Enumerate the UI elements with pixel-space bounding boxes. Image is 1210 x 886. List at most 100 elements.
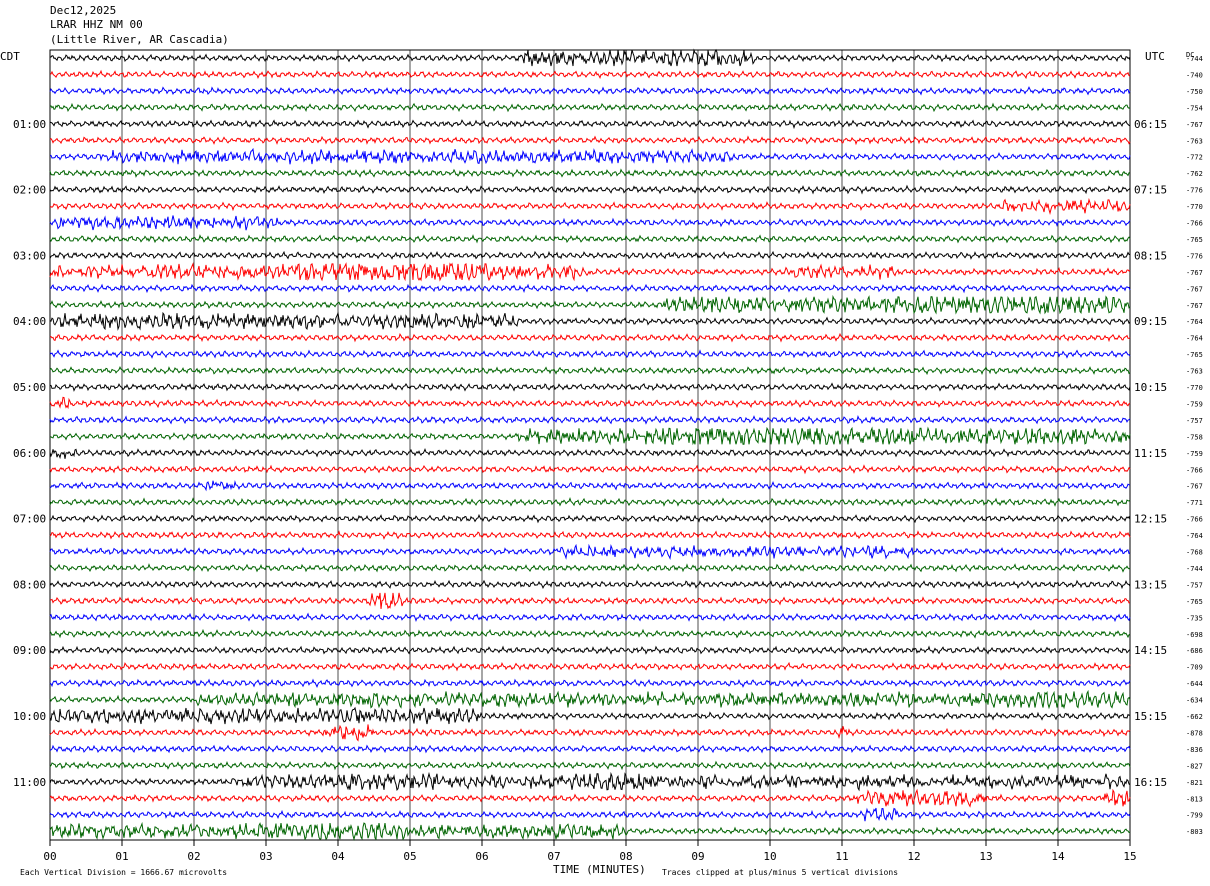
utc-hour-label: 06:15 bbox=[1134, 118, 1167, 131]
trace-line bbox=[49, 612, 1131, 623]
utc-hour-label: 07:15 bbox=[1134, 184, 1167, 197]
dc-offset-label: -686 bbox=[1186, 647, 1203, 655]
x-tick-label: 11 bbox=[835, 850, 848, 863]
trace-line bbox=[49, 48, 1131, 67]
x-tick-label: 15 bbox=[1123, 850, 1136, 863]
dc-offset-label: -878 bbox=[1186, 729, 1203, 737]
dc-offset-label: -770 bbox=[1186, 384, 1203, 392]
dc-offset-label: -759 bbox=[1186, 400, 1203, 408]
dc-offset-label: -759 bbox=[1186, 450, 1203, 458]
trace-line bbox=[49, 513, 1131, 524]
cdt-hour-label: 09:00 bbox=[13, 644, 46, 657]
dc-offset-label: -772 bbox=[1186, 154, 1203, 162]
dc-offset-label: -698 bbox=[1186, 631, 1203, 639]
trace-line bbox=[49, 496, 1131, 507]
x-tick-label: 08 bbox=[619, 850, 632, 863]
trace-line bbox=[49, 771, 1131, 792]
dc-offset-label: -768 bbox=[1186, 549, 1203, 557]
x-tick-label: 01 bbox=[115, 850, 128, 863]
dc-offset-label: -762 bbox=[1186, 170, 1203, 178]
cdt-axis-label: CDT bbox=[0, 50, 20, 63]
trace-line bbox=[49, 464, 1131, 475]
trace-line bbox=[49, 147, 1131, 165]
trace-line bbox=[49, 184, 1131, 195]
dc-offset-label: -767 bbox=[1186, 285, 1203, 293]
trace-line bbox=[49, 349, 1131, 359]
dc-offset-label: -766 bbox=[1186, 466, 1203, 474]
trace-line bbox=[49, 724, 1131, 742]
trace-line bbox=[49, 215, 1131, 231]
dc-offset-label: -767 bbox=[1186, 302, 1203, 310]
footer-scale-note: Each Vertical Division = 1666.67 microvo… bbox=[20, 868, 227, 877]
trace-line bbox=[49, 447, 1131, 460]
trace-line bbox=[49, 788, 1131, 808]
dc-offset-label: -766 bbox=[1186, 220, 1203, 228]
x-tick-label: 04 bbox=[331, 850, 345, 863]
cdt-hour-label: 01:00 bbox=[13, 118, 46, 131]
dc-offset-label: -776 bbox=[1186, 252, 1203, 260]
trace-line bbox=[49, 807, 1131, 822]
trace-line bbox=[49, 294, 1131, 315]
utc-hour-label: 13:15 bbox=[1134, 578, 1167, 591]
trace-line bbox=[49, 262, 1131, 282]
dc-offset-label: -766 bbox=[1186, 516, 1203, 524]
trace-line bbox=[49, 628, 1131, 639]
trace-line bbox=[49, 579, 1131, 590]
utc-hour-label: 11:15 bbox=[1134, 447, 1167, 460]
trace-line bbox=[49, 382, 1131, 392]
trace-line bbox=[49, 645, 1131, 655]
dc-offset-label: -776 bbox=[1186, 187, 1203, 195]
cdt-hour-label: 02:00 bbox=[13, 184, 46, 197]
cdt-hour-label: 07:00 bbox=[13, 513, 46, 526]
dc-offset-label: -765 bbox=[1186, 598, 1203, 606]
dc-offset-label: -765 bbox=[1186, 236, 1203, 244]
trace-line bbox=[49, 689, 1131, 710]
trace-line bbox=[49, 543, 1131, 560]
trace-line bbox=[49, 168, 1131, 178]
cdt-hour-label: 06:00 bbox=[13, 447, 46, 460]
dc-offset-label: -757 bbox=[1186, 581, 1203, 589]
dc-offset-label: -754 bbox=[1186, 104, 1203, 112]
trace-line bbox=[49, 135, 1131, 146]
cdt-hour-label: 10:00 bbox=[13, 710, 46, 723]
x-tick-label: 03 bbox=[259, 850, 272, 863]
x-tick-label: 09 bbox=[691, 850, 704, 863]
trace-line bbox=[49, 102, 1131, 113]
dc-offset-label: -740 bbox=[1186, 71, 1203, 79]
utc-hour-label: 08:15 bbox=[1134, 249, 1167, 262]
header-location: (Little River, AR Cascadia) bbox=[50, 33, 229, 46]
dc-offset-label: -750 bbox=[1186, 88, 1203, 96]
chart-grid bbox=[49, 49, 1131, 846]
x-tick-label: 10 bbox=[763, 850, 776, 863]
plot-frame bbox=[49, 49, 1131, 841]
utc-axis-label: UTC bbox=[1145, 50, 1165, 63]
dc-offset-label: -709 bbox=[1186, 664, 1203, 672]
utc-hour-label: 12:15 bbox=[1134, 513, 1167, 526]
utc-hour-label: 15:15 bbox=[1134, 710, 1167, 723]
cdt-hour-label: 11:00 bbox=[13, 776, 46, 789]
footer-clip-note: Traces clipped at plus/minus 5 vertical … bbox=[662, 868, 898, 877]
dc-offset-label: -764 bbox=[1186, 318, 1203, 326]
cdt-hour-label: 05:00 bbox=[13, 381, 46, 394]
dc-offset-label: -803 bbox=[1186, 828, 1203, 836]
trace-line bbox=[49, 592, 1130, 610]
x-tick-label: 06 bbox=[475, 850, 488, 863]
dc-offset-label: -821 bbox=[1186, 779, 1203, 787]
trace-group bbox=[49, 48, 1131, 841]
utc-hour-label: 14:15 bbox=[1134, 644, 1167, 657]
dc-offset-label: -758 bbox=[1186, 433, 1203, 441]
x-tick-label: 00 bbox=[43, 850, 56, 863]
trace-line bbox=[49, 563, 1131, 573]
trace-line bbox=[49, 396, 1131, 410]
cdt-hour-label: 08:00 bbox=[13, 578, 46, 591]
dc-offset-label: -644 bbox=[1186, 680, 1203, 688]
x-tick-label: 05 bbox=[403, 850, 416, 863]
trace-line bbox=[49, 530, 1131, 540]
utc-hour-label: 09:15 bbox=[1134, 315, 1167, 328]
dc-offset-label: -764 bbox=[1186, 335, 1203, 343]
trace-line bbox=[49, 283, 1131, 294]
trace-line bbox=[49, 661, 1131, 672]
utc-hour-label: 10:15 bbox=[1134, 381, 1167, 394]
trace-line bbox=[49, 86, 1131, 96]
